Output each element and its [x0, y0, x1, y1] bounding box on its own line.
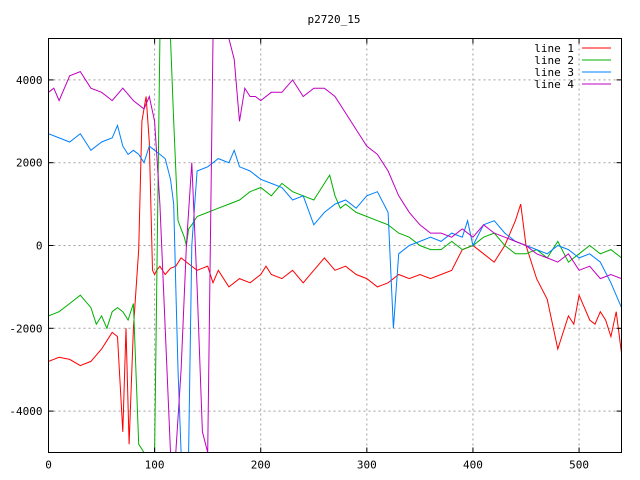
y-tick-label: -2000	[9, 322, 42, 335]
series-line-1	[48, 96, 622, 445]
legend-label: line 1	[534, 42, 574, 55]
legend-label: line 3	[534, 66, 574, 79]
y-tick-label: 2000	[16, 157, 43, 170]
y-tick-label: 4000	[16, 74, 43, 87]
series-line-4	[48, 38, 622, 453]
x-tick-label: 500	[569, 459, 589, 472]
legend-label: line 2	[534, 54, 574, 67]
series-line-3	[48, 123, 622, 453]
x-tick-label: 400	[463, 459, 483, 472]
axis-ticks: 0 100 200 300 400 500 -4000 -2000 0 2000 4000	[9, 38, 622, 472]
x-tick-label: 100	[145, 459, 165, 472]
grid-lines	[48, 38, 622, 453]
series-line-2	[48, 38, 622, 453]
x-tick-label: 300	[357, 459, 377, 472]
series-group	[48, 38, 622, 453]
chart-title: p2720_15	[308, 13, 361, 26]
y-tick-label: 0	[36, 240, 43, 253]
x-tick-label: 200	[251, 459, 271, 472]
x-tick-label: 0	[45, 459, 52, 472]
legend-label: line 4	[534, 78, 574, 91]
y-tick-label: -4000	[9, 405, 42, 418]
